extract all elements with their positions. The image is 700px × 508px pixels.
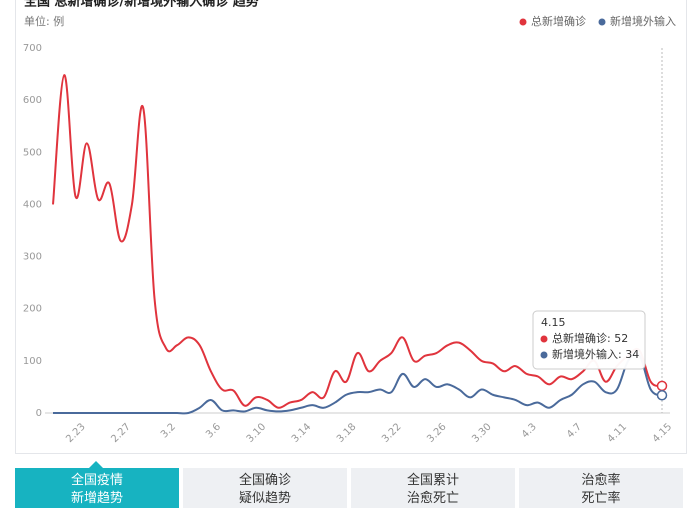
x-tick-label: 4.15 — [651, 421, 675, 445]
end-point — [656, 380, 668, 392]
tooltip-box — [532, 310, 646, 370]
tooltip: 4.15 总新增确诊: 52 新增境外输入: 34 — [532, 310, 646, 370]
x-tick-label: 2.23 — [64, 421, 88, 445]
chart-title: 全国 总新增确诊/新增境外输入确诊 趋势 — [23, 0, 259, 10]
tab-label: 治愈死亡 — [406, 491, 459, 506]
x-tick-label: 4.7 — [565, 421, 584, 440]
tooltip-item: 新增境外输入: 34 — [552, 347, 639, 361]
x-tick-label: 3.2 — [159, 421, 178, 440]
x-tick-label: 4.3 — [520, 421, 539, 440]
tab-label: 死亡率 — [581, 491, 621, 506]
series-line — [52, 74, 663, 409]
series-line — [52, 352, 663, 415]
tooltip-marker — [540, 351, 548, 359]
y-tick-label: 200 — [23, 304, 42, 315]
y-tick-label: 500 — [23, 147, 42, 158]
tooltip-title: 4.15 — [541, 316, 566, 329]
y-tick-label: 100 — [23, 356, 42, 367]
tab[interactable]: 治愈率 死亡率 — [519, 468, 683, 508]
x-tick-label: 2.27 — [109, 421, 133, 445]
y-tick-label: 0 — [36, 408, 42, 419]
tab[interactable]: 全国累计 治愈死亡 — [351, 468, 515, 508]
tab-label: 全国累计 — [406, 473, 459, 488]
tooltip-marker — [540, 335, 548, 343]
x-tick-label: 3.6 — [204, 421, 223, 440]
legend-label: 新增境外输入 — [610, 14, 676, 28]
y-tick-label: 700 — [23, 43, 42, 54]
tooltip-item: 总新增确诊: 52 — [552, 331, 628, 345]
x-tick-label: 3.30 — [470, 421, 494, 445]
x-tick-label: 3.18 — [335, 421, 359, 445]
tab-pointer — [89, 461, 103, 468]
x-tick-label: 3.22 — [380, 421, 404, 445]
tab-label: 全国疫情 — [70, 473, 123, 488]
end-point — [656, 390, 668, 401]
tab-label: 全国确诊 — [238, 473, 291, 488]
legend-label: 总新增确诊 — [531, 14, 586, 28]
tab-label: 新增趋势 — [70, 491, 123, 506]
legend-marker — [598, 18, 606, 26]
chart-card — [15, 0, 687, 454]
y-tick-label: 300 — [23, 252, 42, 263]
unit-label: 单位: 例 — [24, 14, 64, 28]
x-tick-label: 3.26 — [425, 421, 449, 445]
legend-marker — [519, 18, 527, 26]
chart: 全国 总新增确诊/新增境外输入确诊 趋势 单位: 例 0 100 200 300 400… — [23, 0, 676, 445]
y-tick-label: 600 — [23, 95, 42, 106]
y-tick-label: 400 — [23, 199, 42, 210]
tab[interactable]: 全国疫情 新增趋势 — [15, 468, 179, 508]
x-tick-label: 4.11 — [606, 421, 630, 445]
x-tick-label: 3.14 — [290, 421, 314, 445]
tab[interactable]: 全国确诊 疑似趋势 — [183, 468, 347, 508]
tab-label: 疑似趋势 — [238, 491, 291, 506]
x-tick-label: 3.10 — [245, 421, 269, 445]
tab-label: 治愈率 — [581, 473, 621, 488]
